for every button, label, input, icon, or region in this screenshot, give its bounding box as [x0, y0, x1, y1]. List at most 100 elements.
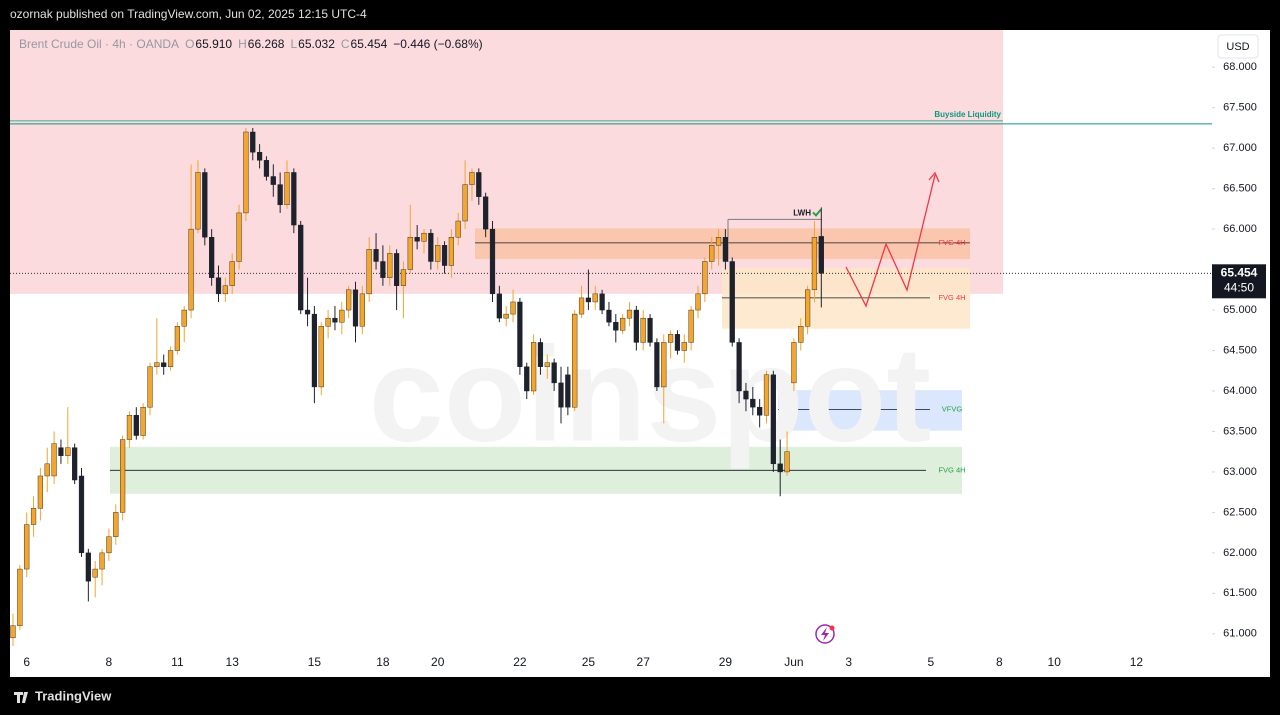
candle-body	[640, 317, 646, 343]
candle-body	[263, 160, 270, 177]
candle-body	[722, 237, 729, 262]
candle-body	[85, 552, 91, 582]
candle-body	[462, 184, 468, 222]
candle-body	[531, 342, 537, 392]
candle-body	[688, 309, 694, 343]
zone-label: FVG 4H	[938, 238, 965, 247]
x-tick-label: 11	[171, 655, 184, 669]
y-tick-label: 67.000	[1223, 142, 1257, 154]
candle-body	[394, 253, 400, 286]
candle-body	[119, 439, 126, 513]
candle-body	[339, 309, 345, 323]
candle-body	[58, 447, 64, 456]
candle-body	[188, 228, 194, 311]
countdown: 44:50	[1224, 280, 1254, 294]
ohlc-key: O	[185, 37, 194, 51]
y-tick-label: 64.000	[1223, 385, 1257, 397]
candle-body	[167, 350, 174, 367]
ohlc-value: 66.268	[248, 37, 285, 51]
candle-body	[702, 261, 708, 295]
candle-body	[209, 237, 215, 278]
x-tick-label: 3	[845, 655, 852, 669]
candle-body	[106, 536, 112, 554]
candle-body	[359, 293, 365, 327]
candle-body	[572, 313, 578, 408]
y-tick-label: 63.000	[1223, 466, 1257, 478]
candle-body	[661, 342, 667, 388]
candle-body	[387, 253, 393, 278]
candle-body	[133, 415, 139, 436]
candle-body	[811, 237, 818, 291]
candle-body	[298, 224, 304, 311]
candle-body	[503, 313, 509, 319]
candle-body	[421, 232, 427, 242]
candle-body	[147, 366, 153, 408]
candle-body	[496, 293, 502, 319]
candle-body	[126, 415, 133, 440]
candle-body	[510, 301, 516, 315]
currency: USD	[1226, 41, 1249, 53]
x-tick-label: 20	[431, 655, 445, 669]
x-tick-label: 8	[106, 655, 113, 669]
y-tick-label: 61.000	[1223, 628, 1257, 640]
candle-body	[181, 309, 187, 327]
candle-body	[24, 524, 30, 570]
publish-header: ozornak published on TradingView.com, Ju…	[10, 7, 367, 21]
candle-body	[777, 463, 783, 473]
symbol: Brent Crude Oil · 4h · OANDA	[19, 37, 179, 51]
candle-body	[65, 447, 71, 456]
y-tick-label: 63.500	[1223, 425, 1257, 437]
currency-button[interactable]	[1217, 34, 1259, 59]
y-tick-label: 66.500	[1223, 183, 1257, 195]
candle-body	[414, 237, 420, 242]
y-tick-label: 67.500	[1223, 102, 1257, 114]
x-tick-label: 29	[719, 655, 733, 669]
zone-label: FVG 4H	[938, 465, 965, 474]
candle-body	[476, 172, 482, 197]
candle-body	[668, 334, 674, 343]
legend: Brent Crude Oil · 4h · OANDA O 65.910 H 66.2…	[19, 37, 483, 51]
candle-body	[99, 552, 105, 570]
x-tick-label: 15	[308, 655, 322, 669]
arrow-head	[928, 171, 940, 183]
candle-body	[346, 289, 352, 311]
candle-body	[352, 289, 359, 327]
x-tick-label: 5	[928, 655, 935, 669]
candle-body	[373, 249, 379, 262]
x-tick-label: 10	[1048, 655, 1062, 669]
candle-body	[633, 309, 639, 343]
y-tick-label: 68.000	[1223, 61, 1257, 73]
candle-body	[222, 285, 228, 295]
candle-body	[195, 172, 201, 230]
candle-body	[215, 277, 222, 295]
candle-body	[113, 512, 119, 537]
event-icon[interactable]	[815, 624, 835, 644]
candle-body	[332, 317, 338, 323]
candle-body	[565, 374, 571, 408]
candle-body	[763, 374, 770, 416]
candle-body	[277, 184, 283, 206]
candle-body	[10, 625, 16, 639]
lwh-label: LWH	[793, 209, 811, 218]
candle-body	[140, 406, 146, 436]
candle-body	[620, 317, 626, 331]
candle-body	[715, 237, 722, 246]
x-tick-label: 13	[226, 655, 240, 669]
candle-body	[161, 362, 167, 367]
candle-body	[784, 451, 790, 473]
candle-body	[380, 261, 386, 278]
candle-body	[770, 374, 776, 465]
x-tick-label: 8	[996, 655, 1003, 669]
candle-body	[757, 406, 763, 416]
candle-body	[325, 317, 331, 327]
liquidity-label: Buyside Liquidity	[934, 110, 1001, 119]
zone	[722, 267, 970, 329]
candle-body	[551, 362, 557, 384]
y-tick-label: 62.500	[1223, 506, 1257, 518]
candle-body	[17, 568, 23, 626]
candle-body	[791, 342, 797, 384]
ohlc-key: C	[341, 37, 350, 51]
candle-body	[654, 342, 660, 388]
candle-body	[174, 326, 181, 351]
candle-body	[428, 232, 434, 262]
